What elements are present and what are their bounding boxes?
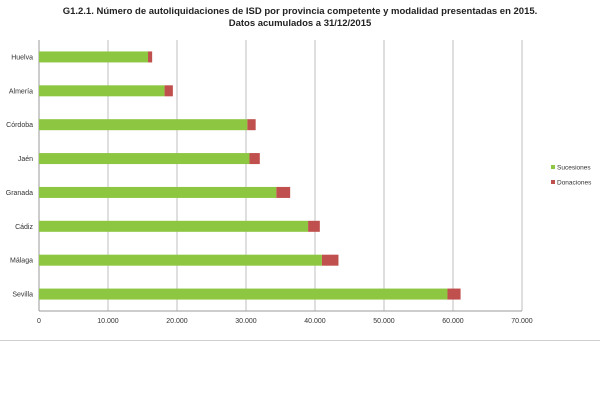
x-tick-label: 10.000 — [97, 318, 119, 325]
bar-sucesiones-cádiz — [39, 220, 309, 232]
bar-sucesiones-málaga — [39, 254, 322, 266]
y-tick-label: Málaga — [10, 258, 33, 265]
legend-label-sucesiones: Sucesiones — [557, 165, 591, 172]
x-tick-label: 60.000 — [442, 318, 464, 325]
x-tick-label: 20.000 — [166, 318, 188, 325]
x-tick-label: 70.000 — [511, 318, 533, 325]
bar-sucesiones-córdoba — [39, 119, 248, 131]
bar-sucesiones-sevilla — [39, 288, 448, 300]
bar-donaciones-córdoba — [247, 119, 256, 131]
x-tick-label: 40.000 — [304, 318, 326, 325]
y-tick-label: Almería — [9, 88, 33, 95]
bar-donaciones-huelva — [148, 51, 153, 63]
chart-subtitle: Datos acumulados a 31/12/2015 — [228, 18, 372, 29]
bar-sucesiones-almería — [39, 85, 165, 97]
x-tick-label: 50.000 — [373, 318, 395, 325]
legend-swatch-sucesiones — [551, 165, 555, 169]
legend-swatch-donaciones — [551, 180, 555, 184]
chart-title: G1.2.1. Número de autoliquidaciones de I… — [62, 6, 538, 17]
bottom-divider — [0, 340, 600, 341]
bar-donaciones-málaga — [321, 254, 339, 266]
legend-label-donaciones: Donaciones — [557, 180, 592, 187]
bar-donaciones-sevilla — [447, 288, 461, 300]
x-tick-label: 0 — [37, 318, 41, 325]
chart-title-block: G1.2.1. Número de autoliquidaciones de I… — [0, 6, 600, 30]
bar-sucesiones-granada — [39, 186, 277, 198]
y-tick-label: Córdoba — [6, 122, 33, 129]
bar-donaciones-granada — [276, 186, 291, 198]
y-tick-label: Sevilla — [12, 292, 33, 299]
bar-sucesiones-jaén — [39, 153, 250, 165]
bar-donaciones-almería — [164, 85, 173, 97]
bar-donaciones-cádiz — [308, 220, 320, 232]
y-tick-label: Granada — [6, 190, 33, 197]
y-tick-label: Cádiz — [15, 224, 33, 231]
y-tick-label: Huelva — [11, 54, 33, 61]
x-tick-label: 30.000 — [235, 318, 257, 325]
bar-donaciones-jaén — [249, 153, 260, 165]
bar-sucesiones-huelva — [39, 51, 149, 63]
y-tick-label: Jaén — [18, 156, 33, 163]
